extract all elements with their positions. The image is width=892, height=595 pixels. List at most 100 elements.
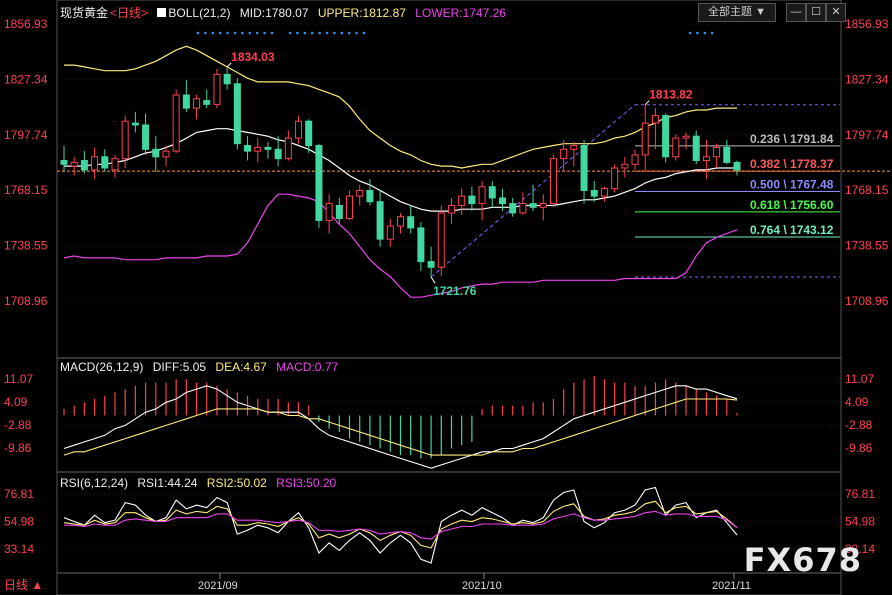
y-tick-label: 1856.93 [845,17,889,31]
signal-dot [218,31,222,35]
rsi3-value: RSI3:50.20 [276,476,337,490]
candle-body [509,203,517,214]
signal-dot [703,31,707,35]
period-label[interactable]: 日线 [117,6,142,20]
candle-body [682,135,690,139]
y-tick-label: 1708.96 [845,294,889,308]
candle-body [274,148,282,160]
candle-body [376,201,384,240]
candle-body [549,158,557,205]
candle-body [264,146,272,150]
candle-body [335,204,343,220]
fib-level-label: 0.618 \ 1756.60 [750,198,834,212]
signal-dot [248,31,252,35]
fib-level-label: 0.382 \ 1778.37 [750,157,834,171]
candle-body [233,83,241,145]
candle-body [611,167,619,190]
signal-dot [362,31,366,35]
signal-dot [355,31,358,35]
candle-body [590,189,598,197]
signal-dot [204,31,207,35]
signal-dot [310,31,314,35]
candle-body [244,145,252,152]
candle-body [468,195,476,205]
boll-mid-line [64,128,737,212]
candle-body [315,145,323,221]
candle-body [397,216,404,227]
candle-body [101,156,109,169]
rsi-line-rsi1 [63,486,738,564]
maximize-icon[interactable]: ☐ [806,3,826,22]
y-tick-label: 33.14 [845,542,875,556]
signal-dot [688,31,692,35]
candle-body [152,148,160,158]
fib-level-label: 0.236 \ 1791.84 [750,132,834,146]
minimize-icon[interactable]: — [786,3,806,22]
signal-dot [340,31,344,35]
boll-toggle-icon[interactable] [157,8,167,17]
y-tick-label: 1768.15 [4,183,48,197]
macd-diff-line [63,385,738,469]
y-tick-label: -9.86 [4,441,32,455]
boll-lower: LOWER:1747.26 [415,6,506,20]
rsi2-value: RSI2:50.02 [206,476,267,490]
macd-dea-line [63,398,738,456]
candle-body [529,203,537,208]
candle-body [91,156,99,171]
y-tick-label: 4.09 [4,395,28,409]
boll-upper: UPPER:1812.87 [317,6,406,20]
candle-body [560,148,568,160]
candle-body [325,203,333,221]
candle-body [651,115,659,124]
signal-dot [710,31,714,35]
theme-dropdown-label: 全部主题 [708,6,753,18]
macd-diff: DIFF:5.05 [152,360,207,374]
footer-period[interactable]: 日线 ▲ [4,578,44,592]
y-tick-label: 1827.34 [845,72,889,86]
rsi-label: RSI(6,12,24) [60,476,129,490]
y-tick-label: 76.81 [845,487,875,501]
candle-body [60,160,68,165]
candle-body [254,146,262,152]
y-tick-label: 1797.74 [4,128,48,142]
candle-body [672,137,680,158]
theme-dropdown[interactable]: 全部主题 ▼ [698,3,776,22]
candle-body [427,261,435,268]
macd-label: MACD(26,12,9) [60,360,144,374]
macd-dea: DEA:4.67 [215,360,267,374]
signal-dot [270,31,274,35]
candle-body [570,145,578,150]
candle-body [295,120,303,139]
candle-body [305,120,313,147]
fib-level-label: 0.500 \ 1767.48 [750,177,834,191]
signal-dot [325,31,329,35]
candle-body [366,189,374,203]
candle-body [458,195,466,206]
close-icon[interactable]: ✕ [826,3,846,22]
rsi-line-rsi2 [63,500,738,549]
candle-body [733,161,741,171]
fib-level-label: 0.764 \ 1743.12 [750,223,834,237]
candle-body [346,195,354,220]
candle-body [111,158,119,171]
boll-label: BOLL(21,2) [168,6,231,20]
candle-body [498,197,506,205]
y-tick-label: 11.07 [845,372,874,386]
x-tick-label: 2021/10 [462,580,502,592]
instrument-name: 现货黄金 [60,6,109,20]
signal-dot [233,31,237,35]
candle-body [519,203,527,214]
signal-dot [333,31,336,35]
rsi-header: RSI(6,12,24) RSI1:44.24 RSI2:50.02 RSI3:… [60,476,342,490]
candle-body [162,150,170,158]
candle-body [437,212,445,268]
candle-body [713,146,721,158]
candle-body [407,216,415,229]
y-tick-label: 76.81 [4,487,34,501]
signal-dot [696,31,699,35]
candle-body [539,203,547,208]
candle-body [621,163,629,169]
x-tick-label: 2021/09 [198,580,238,592]
candle-body [80,160,88,171]
